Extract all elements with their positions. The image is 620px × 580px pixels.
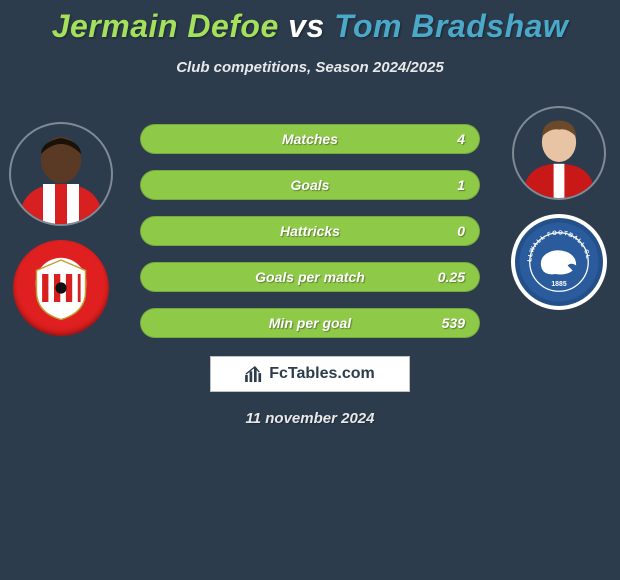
player2-avatar-svg <box>514 108 604 198</box>
stat-row: Goals 1 <box>140 170 480 200</box>
millwall-crest-icon: MILLWALL FOOTBALL CLUB 1885 <box>516 219 602 305</box>
stat-label: Min per goal <box>269 315 351 331</box>
stat-right-value: 539 <box>425 315 465 331</box>
player2-club-badge: MILLWALL FOOTBALL CLUB 1885 <box>511 214 607 310</box>
stat-label: Matches <box>282 131 338 147</box>
date-label: 11 november 2024 <box>0 410 620 427</box>
stat-row: Goals per match 0.25 <box>140 262 480 292</box>
bar-chart-icon <box>245 366 263 382</box>
stat-right-value: 0.25 <box>425 269 465 285</box>
stat-label: Goals per match <box>255 269 365 285</box>
stat-row: Matches 4 <box>140 124 480 154</box>
stat-label: Hattricks <box>280 223 340 239</box>
subtitle: Club competitions, Season 2024/2025 <box>0 59 620 76</box>
stats-list: Matches 4 Goals 1 Hattricks 0 Goals per match 0… <box>140 124 480 354</box>
stat-right-value: 1 <box>425 177 465 193</box>
sunderland-crest-icon <box>26 253 96 323</box>
player1-avatar <box>9 122 113 226</box>
stat-label: Goals <box>291 177 330 193</box>
branding-text: FcTables.com <box>269 365 375 383</box>
comparison-title: Jermain Defoe vs Tom Bradshaw <box>0 0 620 45</box>
branding-box: FcTables.com <box>210 356 410 392</box>
stat-row: Hattricks 0 <box>140 216 480 246</box>
stat-right-value: 0 <box>425 223 465 239</box>
player2-name: Tom Bradshaw <box>334 8 568 44</box>
player1-name: Jermain Defoe <box>52 8 279 44</box>
stat-row: Min per goal 539 <box>140 308 480 338</box>
player2-column: MILLWALL FOOTBALL CLUB 1885 <box>504 106 614 310</box>
player1-avatar-svg <box>11 124 111 224</box>
vs-label: vs <box>288 8 325 44</box>
player1-column <box>6 122 116 336</box>
stat-right-value: 4 <box>425 131 465 147</box>
player1-club-badge <box>13 240 109 336</box>
svg-text:1885: 1885 <box>551 281 566 288</box>
player2-avatar <box>512 106 606 200</box>
